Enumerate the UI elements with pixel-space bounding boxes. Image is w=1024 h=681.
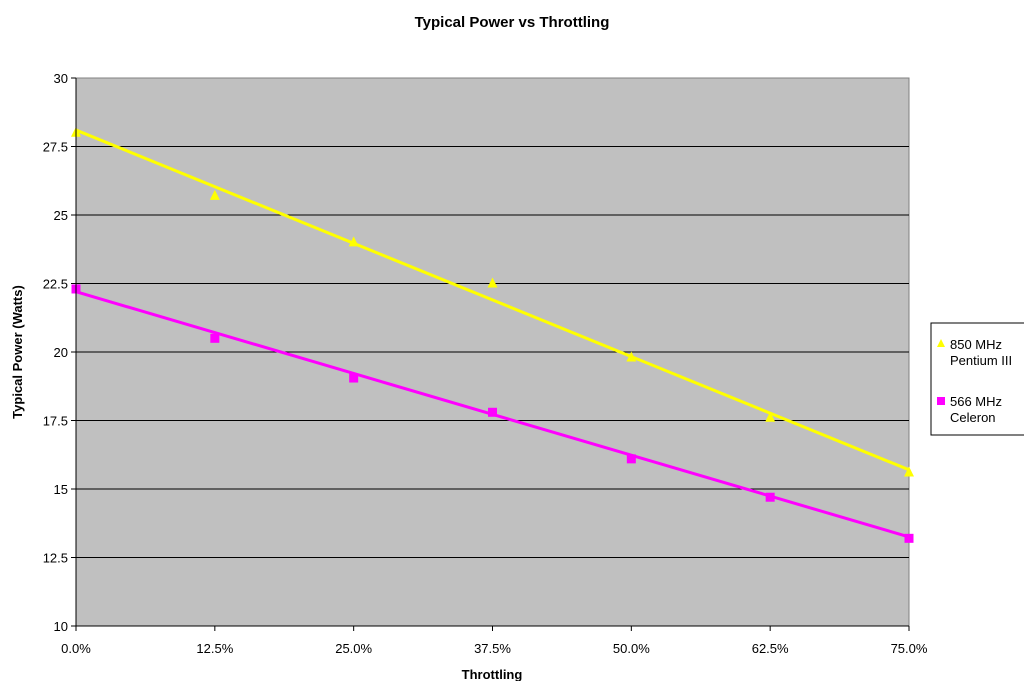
- x-tick-label: 62.5%: [752, 641, 789, 656]
- y-tick-label: 22.5: [43, 277, 68, 292]
- legend-label-series-1: 850 MHz: [950, 337, 1002, 352]
- data-point-series-1: [765, 411, 776, 422]
- x-tick-label: 25.0%: [335, 641, 372, 656]
- x-tick-label: 50.0%: [613, 641, 650, 656]
- x-axis-ticks: 0.0% 12.5% 25.0% 37.5% 50.0% 62.5% 75.0%: [61, 78, 928, 656]
- y-tick-label: 15: [54, 482, 68, 497]
- x-tick-label: 75.0%: [891, 641, 928, 656]
- y-axis-title: Typical Power (Watts): [10, 285, 25, 419]
- data-point-series-1: [626, 351, 637, 362]
- data-point-series-2: [904, 533, 914, 543]
- data-point-series-2: [210, 333, 220, 343]
- chart-title: Typical Power vs Throttling: [415, 14, 610, 31]
- legend-marker-series-2: [937, 397, 945, 405]
- y-axis-ticks: 10 12.5 15 17.5 20 22.5 25 27.5 30: [43, 71, 76, 634]
- legend-label-series-2: 566 MHz: [950, 394, 1002, 409]
- data-point-series-2: [488, 407, 497, 417]
- data-point-series-1: [487, 277, 498, 288]
- x-tick-label: 37.5%: [474, 641, 511, 656]
- y-tick-label: 30: [54, 71, 68, 86]
- x-tick-label: 12.5%: [196, 641, 233, 656]
- data-point-series-1: [209, 189, 220, 200]
- legend-box: [930, 322, 1024, 436]
- y-tick-label: 12.5: [43, 551, 68, 566]
- y-tick-label: 27.5: [43, 140, 68, 155]
- data-point-series-2: [626, 454, 636, 464]
- data-point-series-2: [765, 492, 775, 502]
- data-point-series-1: [904, 466, 914, 477]
- legend-label-series-1: Pentium III: [950, 353, 1012, 368]
- x-tick-label: 0.0%: [61, 641, 91, 656]
- y-tick-label: 20: [54, 345, 68, 360]
- y-tick-label: 17.5: [43, 414, 68, 429]
- y-tick-label: 10: [54, 619, 68, 634]
- y-tick-label: 25: [54, 208, 68, 223]
- legend-marker-series-1: [937, 339, 945, 347]
- data-point-series-1: [348, 236, 359, 247]
- legend-label-series-2: Celeron: [950, 410, 996, 425]
- data-point-series-2: [349, 373, 359, 383]
- x-axis-title: Throttling: [462, 667, 523, 681]
